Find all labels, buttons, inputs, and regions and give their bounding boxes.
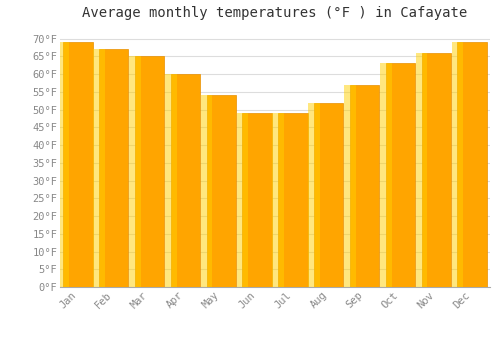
- Bar: [350, 85, 380, 287]
- Bar: [458, 42, 487, 287]
- Bar: [135, 56, 164, 287]
- Bar: [380, 63, 392, 287]
- Bar: [242, 113, 272, 287]
- Bar: [99, 49, 128, 287]
- Bar: [129, 56, 141, 287]
- Bar: [165, 74, 176, 287]
- Bar: [236, 113, 248, 287]
- Bar: [93, 49, 105, 287]
- Bar: [452, 42, 464, 287]
- Bar: [200, 96, 212, 287]
- Bar: [314, 103, 344, 287]
- Bar: [278, 113, 308, 287]
- Bar: [63, 42, 92, 287]
- Title: Average monthly temperatures (°F ) in Cafayate: Average monthly temperatures (°F ) in Ca…: [82, 6, 468, 20]
- Bar: [206, 96, 236, 287]
- Bar: [416, 53, 428, 287]
- Bar: [344, 85, 356, 287]
- Bar: [308, 103, 320, 287]
- Bar: [386, 63, 415, 287]
- Bar: [422, 53, 451, 287]
- Bar: [170, 74, 200, 287]
- Bar: [272, 113, 284, 287]
- Bar: [58, 42, 69, 287]
